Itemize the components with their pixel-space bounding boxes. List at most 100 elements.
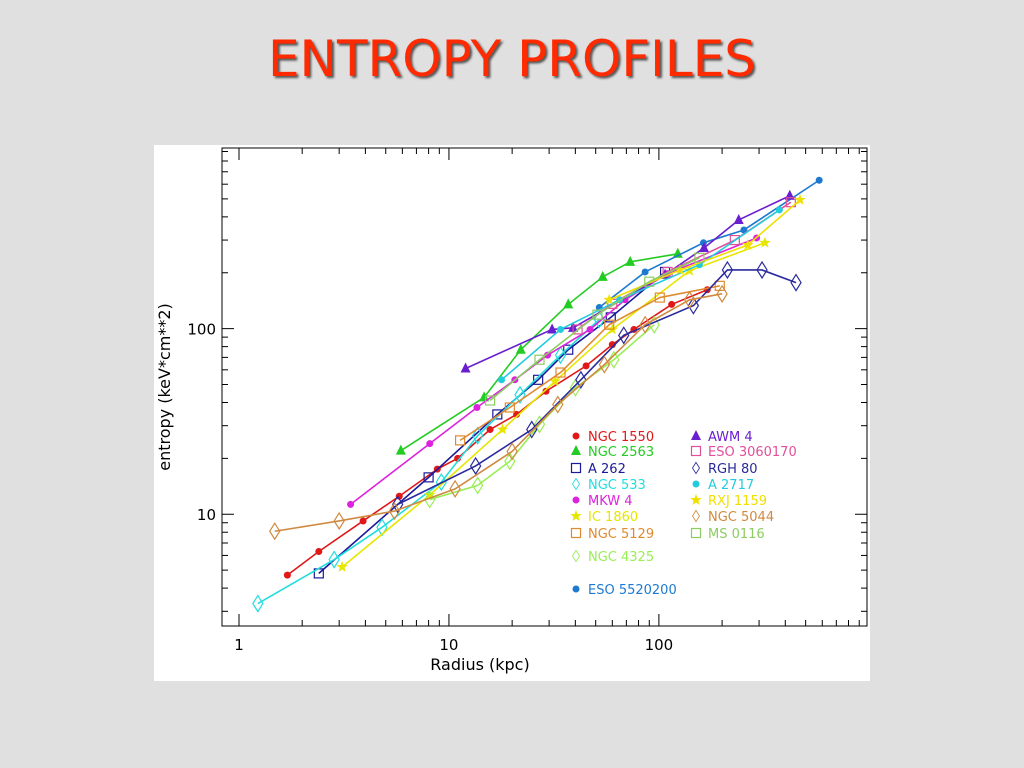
legend-marker [572,549,580,563]
point [542,387,550,395]
point [672,247,683,258]
point [794,193,806,205]
point [639,315,651,334]
point [662,266,673,278]
point [586,325,594,333]
point [694,252,705,263]
point [603,293,615,305]
legend-label: NGC 2563 [588,445,654,460]
legend-label: AWM 4 [708,430,753,445]
point [534,354,545,365]
legend-label: RXJ 1159 [708,494,767,509]
point [460,362,471,373]
series-line [397,269,797,506]
x-tick-label: 10 [439,636,458,654]
series-line [489,256,700,402]
legend-marker [692,509,700,523]
point [575,370,587,389]
point [683,264,696,276]
legend-marker [692,480,700,488]
point [544,351,552,359]
point [582,362,590,370]
legend-marker [690,445,702,457]
point [815,176,823,184]
point [388,501,401,521]
legend-marker [572,477,580,491]
point [554,345,567,365]
legend-marker [691,430,701,440]
point [668,300,676,308]
point [549,375,561,387]
point [426,440,434,448]
point [756,260,768,280]
point [625,255,636,266]
legend-marker [570,527,582,539]
point [733,213,744,224]
point [644,276,655,287]
series-line [459,285,720,442]
legend-marker [570,462,582,474]
point [775,206,783,214]
point [333,511,345,531]
point [328,550,340,569]
chart-background [154,145,870,681]
point [515,343,526,354]
x-axis-label: Radius (kpc) [430,655,529,674]
legend-label: MKW 4 [588,494,633,509]
series-line [318,271,666,575]
point [572,324,583,335]
point [471,426,484,445]
point [654,292,665,303]
point [592,309,603,320]
x-tick-label: 1 [234,636,244,654]
point [598,355,611,374]
legend-label: NGC 1550 [588,430,654,445]
point [435,472,448,492]
point [424,488,436,500]
series-line [274,293,723,533]
legend-marker [690,494,702,505]
point [423,472,434,483]
series-line [257,318,600,605]
point [687,296,700,315]
point [608,350,620,369]
legend-marker [571,445,581,455]
legend-marker [692,461,700,475]
point [547,323,558,334]
slide-title: ENTROPY PROFILES [267,30,757,88]
plot-frame [221,147,868,627]
point [469,456,482,476]
point [269,522,281,541]
point [721,260,734,280]
point [395,492,403,500]
point [533,374,544,385]
legend-label: NGC 5044 [708,510,774,525]
point [492,409,503,420]
point [347,500,355,508]
legend-label: A 2717 [708,478,754,493]
point [506,442,518,461]
point [336,560,348,572]
point [683,290,696,309]
point [557,325,565,333]
x-tick-label: 100 [645,636,674,654]
point [498,376,506,384]
point [790,273,802,292]
point [563,344,574,355]
point [698,241,709,252]
point [359,517,367,525]
point [555,367,566,378]
point [604,319,615,330]
legend-marker [572,496,580,504]
point [391,495,404,514]
point [552,395,564,414]
y-tick-label: 10 [197,506,216,524]
point [486,426,494,434]
point [315,547,323,555]
point [496,423,509,435]
point [479,391,490,402]
point [563,298,574,309]
legend-label: IC 1860 [588,510,638,525]
point [514,385,526,404]
